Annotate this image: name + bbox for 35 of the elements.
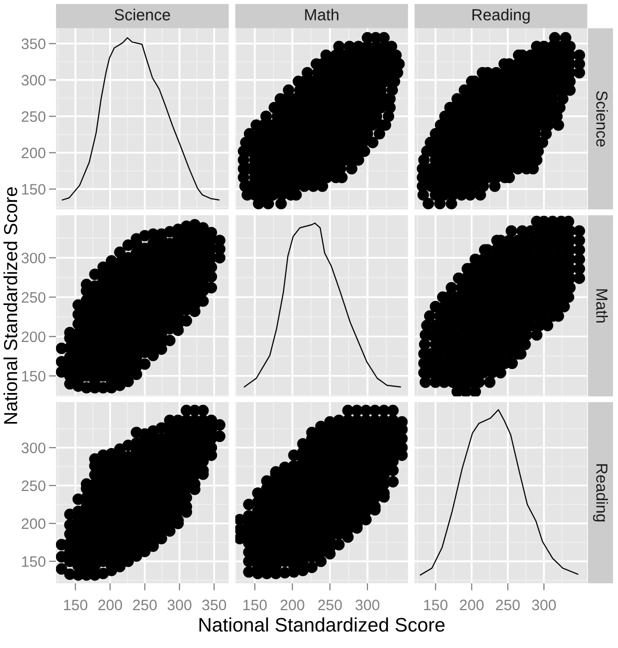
x-tick-label: 300 xyxy=(356,600,380,610)
x-tick-label: 300 xyxy=(532,600,556,610)
x-tick-label: 250 xyxy=(133,600,157,610)
y-tick-label: 250 xyxy=(22,292,46,303)
y-tick-label: 150 xyxy=(22,184,46,195)
x-tick-label: 250 xyxy=(318,600,342,610)
x-tick-label: 350 xyxy=(202,600,226,610)
chart-title: Math xyxy=(305,8,338,20)
x-tick-label: 150 xyxy=(424,600,448,610)
x-tick-label: 200 xyxy=(280,600,304,610)
y-tick-label: 300 xyxy=(22,74,46,86)
x-tick-label: 150 xyxy=(64,600,88,610)
y-axis-title: National Standardized Score xyxy=(3,187,18,424)
chart-title: Science xyxy=(114,8,170,20)
x-tick-label: 200 xyxy=(98,600,122,610)
y-tick-label: 150 xyxy=(22,556,46,567)
x-tick-label: 250 xyxy=(496,600,520,610)
y-tick-label: 150 xyxy=(22,370,46,382)
chart-title: Reading xyxy=(472,8,530,24)
y-tick-label: 350 xyxy=(22,38,46,50)
x-tick-label: 200 xyxy=(460,600,484,610)
text: Science xyxy=(596,91,608,147)
x-tick-label: 300 xyxy=(168,600,192,610)
y-tick-label: 200 xyxy=(22,148,46,158)
y-tick-label: 300 xyxy=(22,442,46,454)
x-axis-title: National Standardized Score xyxy=(199,617,445,632)
y-tick-label: 300 xyxy=(22,252,46,264)
y-tick-label: 250 xyxy=(22,111,46,122)
text: Math xyxy=(596,289,608,323)
y-tick-label: 200 xyxy=(22,518,46,530)
line-series xyxy=(62,37,220,201)
y-tick-label: 200 xyxy=(22,331,46,342)
text: Reading xyxy=(593,464,608,522)
x-tick-label: 150 xyxy=(243,600,267,610)
y-tick-label: 250 xyxy=(22,480,46,492)
